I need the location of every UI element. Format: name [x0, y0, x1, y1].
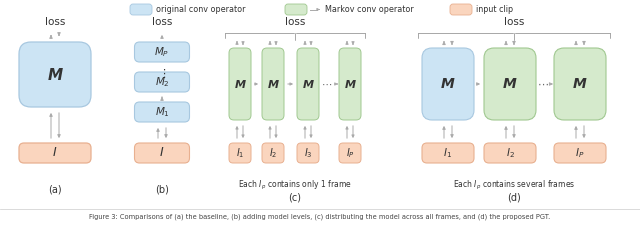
Text: $M_P$: $M_P$ — [154, 45, 170, 59]
FancyBboxPatch shape — [229, 143, 251, 163]
Text: $\bfit{M}$: $\bfit{M}$ — [502, 77, 518, 91]
FancyBboxPatch shape — [484, 48, 536, 120]
FancyBboxPatch shape — [134, 42, 189, 62]
Text: (a): (a) — [48, 185, 62, 195]
FancyBboxPatch shape — [297, 48, 319, 120]
Text: $\mathit{I}$: $\mathit{I}$ — [159, 146, 164, 160]
Text: $M_1$: $M_1$ — [154, 105, 170, 119]
FancyBboxPatch shape — [262, 143, 284, 163]
FancyBboxPatch shape — [339, 143, 361, 163]
FancyBboxPatch shape — [297, 143, 319, 163]
Text: $I_P$: $I_P$ — [346, 146, 355, 160]
Text: $I_1$: $I_1$ — [236, 146, 244, 160]
FancyBboxPatch shape — [19, 42, 91, 107]
Text: $M_2$: $M_2$ — [155, 75, 170, 89]
Text: Each $I_p$ contains only 1 frame: Each $I_p$ contains only 1 frame — [238, 178, 352, 191]
Text: $I_3$: $I_3$ — [303, 146, 312, 160]
Text: $\bfit{M}$: $\bfit{M}$ — [47, 67, 63, 83]
Text: $\cdots$: $\cdots$ — [537, 79, 549, 89]
Text: input clip: input clip — [476, 5, 513, 14]
FancyBboxPatch shape — [339, 48, 361, 120]
FancyBboxPatch shape — [450, 4, 472, 15]
Text: Figure 3: Comparisons of (a) the baseline, (b) adding model levels, (c) distribu: Figure 3: Comparisons of (a) the baselin… — [90, 214, 550, 220]
Text: loss: loss — [152, 17, 172, 27]
Text: loss: loss — [285, 17, 305, 27]
Text: (d): (d) — [507, 193, 521, 203]
FancyBboxPatch shape — [554, 143, 606, 163]
FancyBboxPatch shape — [422, 143, 474, 163]
Text: $\bfit{M}$: $\bfit{M}$ — [301, 78, 314, 90]
FancyBboxPatch shape — [484, 143, 536, 163]
FancyBboxPatch shape — [130, 4, 152, 15]
Text: $\mathit{I}$: $\mathit{I}$ — [52, 146, 58, 160]
Text: $I_P$: $I_P$ — [575, 146, 585, 160]
Text: $\bfit{M}$: $\bfit{M}$ — [440, 77, 456, 91]
Text: $\cdots$: $\cdots$ — [321, 79, 333, 89]
Text: Each $I_p$ contains several frames: Each $I_p$ contains several frames — [453, 178, 575, 191]
FancyBboxPatch shape — [554, 48, 606, 120]
FancyBboxPatch shape — [422, 48, 474, 120]
FancyBboxPatch shape — [134, 102, 189, 122]
Text: original conv operator: original conv operator — [156, 5, 246, 14]
Text: Markov conv operator: Markov conv operator — [325, 5, 413, 14]
Text: $\vdots$: $\vdots$ — [158, 68, 166, 81]
Text: $I_2$: $I_2$ — [269, 146, 277, 160]
Text: $\bfit{M}$: $\bfit{M}$ — [344, 78, 356, 90]
Text: $\bfit{M}$: $\bfit{M}$ — [267, 78, 280, 90]
FancyBboxPatch shape — [262, 48, 284, 120]
Text: (b): (b) — [155, 185, 169, 195]
Text: $I_1$: $I_1$ — [444, 146, 452, 160]
Text: loss: loss — [504, 17, 524, 27]
Text: loss: loss — [45, 17, 65, 27]
Text: (c): (c) — [289, 193, 301, 203]
FancyBboxPatch shape — [19, 143, 91, 163]
FancyBboxPatch shape — [229, 48, 251, 120]
Text: $I_2$: $I_2$ — [506, 146, 515, 160]
FancyBboxPatch shape — [134, 143, 189, 163]
Text: $\bfit{M}$: $\bfit{M}$ — [234, 78, 246, 90]
Text: $\bfit{M}$: $\bfit{M}$ — [572, 77, 588, 91]
FancyBboxPatch shape — [285, 4, 307, 15]
FancyBboxPatch shape — [134, 72, 189, 92]
